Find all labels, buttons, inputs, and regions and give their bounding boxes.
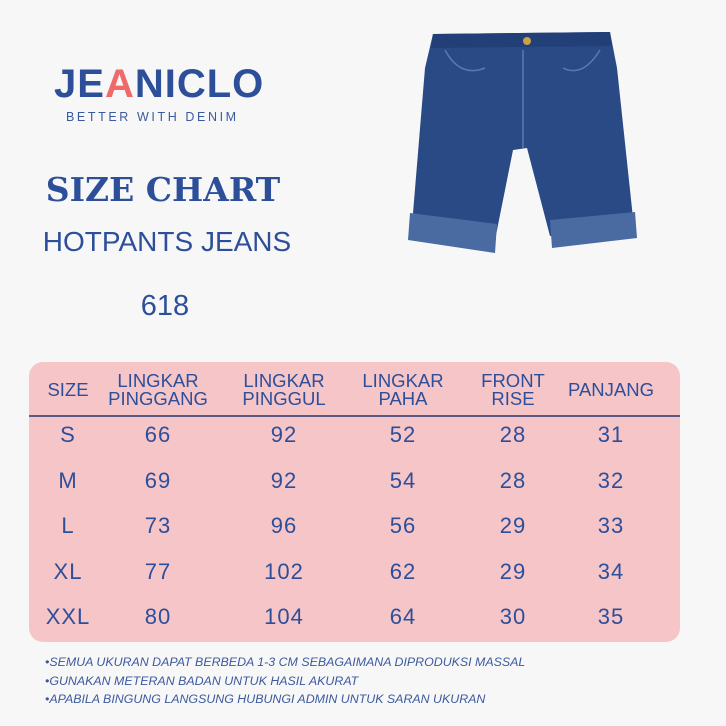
table-cell: 35	[597, 604, 625, 629]
table-cell: 28	[499, 422, 527, 447]
brand-tagline: BETTER WITH DENIM	[66, 110, 239, 124]
column-header: SIZE	[47, 379, 89, 400]
table-cell: 64	[389, 604, 417, 629]
column-header: LINGKAR PINGGANG	[108, 370, 208, 409]
table-cell: 29	[499, 559, 527, 584]
table-cell: 34	[597, 559, 625, 584]
table-cell: 92	[270, 468, 298, 493]
table-cell: 66	[144, 422, 172, 447]
brand-logo: JEANICLO	[54, 62, 265, 106]
size-label: S	[60, 422, 76, 447]
size-label: XXL	[45, 604, 91, 629]
table-cell: 33	[597, 513, 625, 538]
note: •SEMUA UKURAN DAPAT BERBEDA 1-3 CM SEBAG…	[45, 655, 526, 669]
table-cell: 56	[389, 513, 417, 538]
size-label: XL	[53, 559, 83, 584]
size-label: M	[58, 468, 78, 493]
table-cell: 52	[389, 422, 417, 447]
table-cell: 54	[389, 468, 417, 493]
table-cell: 77	[144, 559, 172, 584]
header-divider	[29, 415, 680, 417]
table-cell: 69	[144, 468, 172, 493]
title-code: 618	[140, 290, 190, 322]
table-cell: 96	[270, 513, 298, 538]
title-product: HOTPANTS JEANS	[42, 226, 292, 257]
column-header: LINGKAR PAHA	[362, 370, 444, 409]
table-cell: 80	[144, 604, 172, 629]
title-size-chart: SIZE CHART	[45, 170, 281, 209]
table-cell: 92	[270, 422, 298, 447]
note: •GUNAKAN METERAN BADAN UNTUK HASIL AKURA…	[45, 673, 359, 688]
note: •APABILA BINGUNG LANGSUNG HUBUNGI ADMIN …	[45, 692, 486, 706]
table-cell: 28	[499, 468, 527, 493]
table-cell: 73	[144, 513, 172, 538]
table-cell: 31	[597, 422, 625, 447]
table-cell: 104	[264, 604, 304, 629]
column-header: PANJANG	[567, 379, 655, 400]
size-table: SIZE LINGKAR PINGGANG LINGKAR PINGGUL LINGK…	[29, 362, 680, 642]
size-label: L	[61, 513, 75, 538]
notes: •SEMUA UKURAN DAPAT BERBEDA 1-3 CM SEBAG…	[45, 653, 525, 709]
column-header: LINGKAR PINGGUL	[242, 370, 326, 409]
denim-hotpants-image	[408, 32, 637, 253]
table-cell: 102	[264, 559, 304, 584]
logo-accent-letter: A	[104, 62, 135, 106]
table-cell: 62	[389, 559, 417, 584]
table-cell: 29	[499, 513, 527, 538]
table-cell: 30	[499, 604, 527, 629]
column-header: FRONT RISE	[481, 370, 545, 409]
table-cell: 32	[597, 468, 625, 493]
